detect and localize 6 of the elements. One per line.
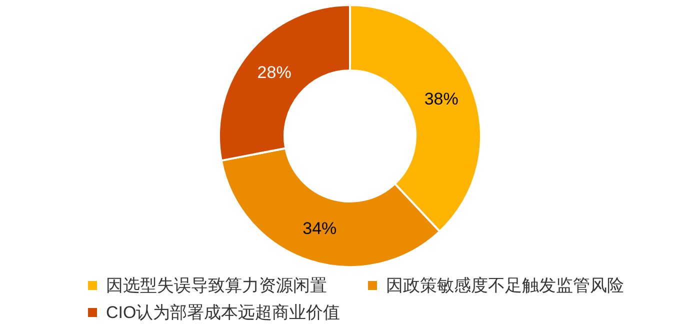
- data-label: 34%: [302, 219, 337, 238]
- data-label: 38%: [424, 90, 458, 109]
- data-label: 28%: [257, 63, 292, 82]
- legend-label: 因政策敏感度不足触发监管风险: [386, 275, 624, 297]
- legend-label: 因选型失误导致算力资源闲置: [106, 275, 327, 297]
- legend-label: CIO认为部署成本远超商业价值: [106, 302, 340, 324]
